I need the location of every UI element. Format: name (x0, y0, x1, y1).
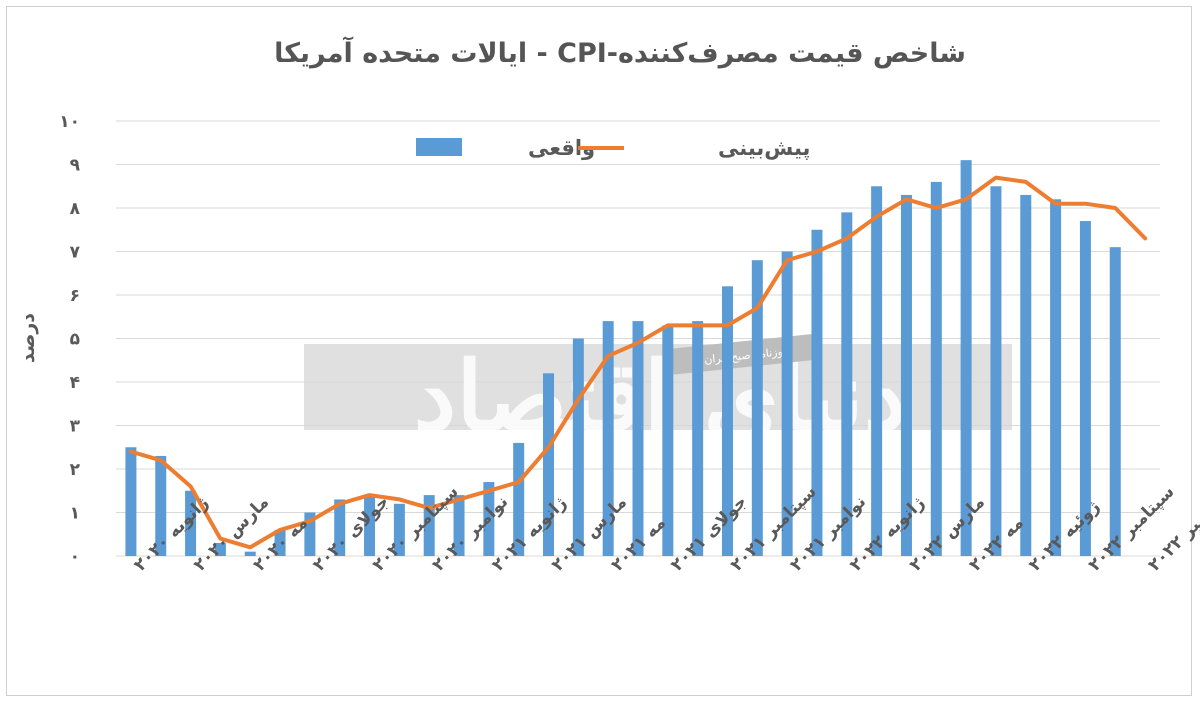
y-axis-label: درصد (17, 313, 39, 363)
bar-actual (304, 512, 316, 556)
bar-actual (721, 286, 733, 556)
y-tick-label: ۷ (70, 243, 81, 263)
y-tick-label: ۳ (70, 417, 81, 437)
legend-swatch-actual (416, 138, 462, 156)
bar-actual (393, 503, 405, 556)
bar-actual (871, 186, 883, 556)
bar-actual (483, 482, 495, 556)
bar-actual (125, 447, 137, 556)
y-tick-label: ۵ (70, 330, 80, 350)
bar-actual (543, 373, 555, 556)
bar-actual (841, 212, 853, 556)
bar-actual (364, 495, 376, 556)
bar-actual (1020, 194, 1032, 556)
bar-actual (602, 321, 614, 556)
y-tick-label: ۰ (70, 547, 80, 567)
bar-actual (990, 186, 1002, 556)
bar-actual (1079, 221, 1091, 557)
chart-title: شاخص قیمت مصرف‌کننده-CPI - ایالات متحده … (274, 36, 966, 69)
bar-actual (811, 229, 823, 556)
gridlines (116, 120, 1160, 557)
bar-actual (1050, 199, 1062, 557)
bar-actual (632, 321, 644, 556)
y-tick-label: ۶ (70, 286, 80, 306)
bar-actual (572, 338, 584, 556)
bar-actual (214, 542, 226, 556)
y-axis-ticks: ۰ ۱ ۲ ۳ ۴ ۵ ۶ ۷ ۸ ۹ ۱۰ (59, 112, 80, 567)
legend: واقعی پیش‌بینی (416, 136, 810, 160)
bar-actual (244, 551, 256, 556)
bar-actual (274, 529, 286, 556)
bar-actual (334, 499, 346, 556)
bar-actual (155, 455, 167, 556)
bar-actual (781, 251, 793, 556)
bar-actual (1109, 247, 1121, 556)
y-tick-label: ۸ (70, 199, 81, 219)
bar-actual (453, 495, 465, 556)
watermark-band (304, 344, 1012, 430)
bar-actual (423, 495, 435, 556)
y-tick-label: ۲ (70, 460, 81, 480)
bar-actual (692, 321, 704, 556)
y-tick-label: ۴ (70, 373, 80, 393)
legend-label-forecast: پیش‌بینی (718, 136, 810, 160)
bar-actual (662, 325, 674, 556)
bar-actual (930, 181, 942, 556)
bar-actual (185, 490, 197, 556)
bar-actual (900, 194, 912, 556)
y-tick-label: ۹ (70, 156, 81, 176)
bar-actual (751, 260, 763, 556)
y-tick-label: ۱۰ (59, 112, 80, 132)
actual-bars (125, 160, 1121, 557)
watermark-logo: دنیای اقتصاد (413, 340, 906, 453)
forecast-line (128, 175, 1148, 550)
bar-actual (960, 160, 972, 556)
y-tick-label: ۱ (70, 504, 80, 524)
bar-actual (513, 442, 525, 556)
